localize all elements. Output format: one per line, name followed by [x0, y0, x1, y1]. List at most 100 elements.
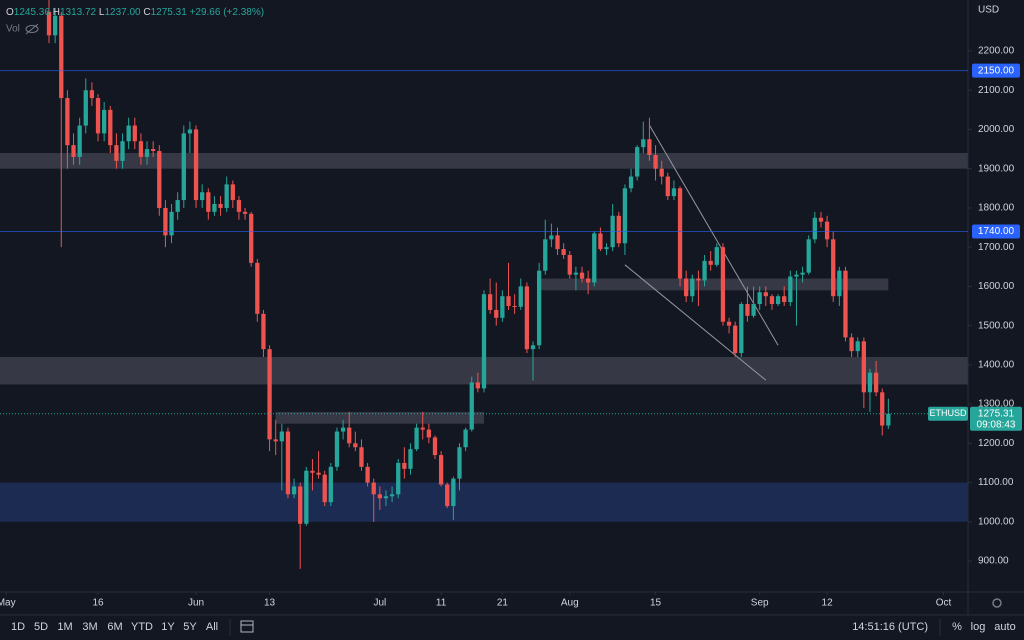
x-tick-label: Sep [751, 598, 769, 609]
candle-body [365, 466, 370, 483]
range-button[interactable]: 3M [82, 621, 97, 633]
candle-body [628, 176, 634, 189]
trendline [624, 264, 767, 381]
trendline [648, 124, 779, 346]
candle-body [371, 482, 376, 495]
settings-icon[interactable] [992, 598, 1002, 608]
candle-body [304, 470, 309, 524]
candle-body [506, 296, 511, 307]
y-tick-label: 2000.00 [978, 124, 1015, 135]
candle-body [65, 98, 70, 146]
candle-body [677, 188, 683, 279]
candle-body [849, 337, 854, 352]
percent-toggle[interactable]: % [952, 621, 962, 633]
range-button[interactable]: 5D [34, 621, 48, 633]
candle-body [837, 270, 842, 297]
candle-body [886, 413, 891, 426]
candle-body [95, 98, 101, 134]
level-label-box [972, 224, 1020, 239]
candle-body [720, 247, 726, 322]
candle-body [745, 304, 750, 316]
candle-body [659, 168, 664, 177]
range-button[interactable]: YTD [131, 621, 153, 633]
range-button[interactable]: 6M [107, 621, 122, 633]
candle-body [224, 184, 229, 208]
candle-body [653, 154, 658, 169]
legend-label: O [6, 7, 14, 18]
x-tick-label: Jun [188, 598, 204, 609]
y-tick-label: 1800.00 [978, 203, 1015, 214]
y-tick-label: 2200.00 [978, 46, 1015, 57]
level-label-box [972, 63, 1020, 78]
candle-body [469, 382, 474, 430]
currency-label[interactable]: USD [978, 5, 999, 16]
candle-body [861, 341, 866, 393]
date-range-icon[interactable] [240, 620, 254, 633]
y-tick-label: 2100.00 [978, 85, 1015, 96]
candle-body [788, 276, 793, 303]
candle-body [267, 349, 272, 440]
candle-body [310, 470, 315, 473]
candle-body [536, 270, 542, 346]
candle-body [169, 211, 174, 236]
candle-body [518, 286, 523, 307]
candle-body [396, 462, 401, 495]
zone [0, 153, 968, 169]
y-tick-label: 1200.00 [978, 438, 1015, 449]
candle-body [457, 447, 462, 479]
candle-body [175, 200, 180, 212]
countdown-label: 09:08:43 [977, 419, 1016, 430]
candle-body [818, 217, 824, 222]
x-tick-label: 16 [92, 598, 104, 609]
range-button[interactable]: 1M [57, 621, 72, 633]
candle-body [726, 321, 732, 326]
auto-toggle[interactable]: auto [994, 621, 1015, 633]
candle-body [347, 427, 352, 444]
y-tick-label: 1600.00 [978, 281, 1015, 292]
candle-body [242, 211, 248, 214]
candle-body [383, 496, 389, 499]
candle-body [463, 429, 468, 448]
hide-volume-icon[interactable] [25, 23, 39, 35]
candle-body [794, 274, 799, 277]
x-tick-label: 13 [264, 598, 276, 609]
candle-body [573, 272, 579, 275]
toolbar: 1D 5D 1M 3M 6M YTD 1Y 5Y All 14:51:16 (UTC)% log au… [11, 621, 1016, 633]
candle-body [708, 260, 713, 265]
candle-body [867, 372, 873, 393]
legend-value: 1313.72 [60, 7, 97, 18]
y-tick-label: 1500.00 [978, 320, 1015, 331]
x-tick-label: Aug [561, 598, 579, 609]
legend-value: 1237.00 [104, 7, 141, 18]
range-button[interactable]: All [206, 621, 218, 633]
log-toggle[interactable]: log [971, 621, 986, 633]
candle-body [200, 192, 205, 201]
range-button[interactable]: 5Y [183, 621, 197, 633]
candle-body [77, 125, 82, 157]
candle-body [334, 431, 340, 467]
candle-body [279, 431, 284, 442]
candle-body [800, 272, 805, 275]
candle-body [402, 462, 407, 469]
candle-body [824, 221, 830, 240]
candle-body [328, 466, 333, 503]
candle-body [108, 109, 113, 146]
candle-body [567, 255, 572, 275]
candle-body [389, 494, 395, 497]
candle-body [298, 486, 303, 524]
candle-body [690, 278, 695, 297]
candle-body [144, 149, 150, 157]
last-price-box [970, 406, 1022, 431]
y-tick-label: 1700.00 [978, 242, 1015, 253]
candle-body [671, 188, 677, 197]
candle-body [635, 147, 640, 177]
candle-body [475, 382, 481, 389]
range-button[interactable]: 1Y [161, 621, 175, 633]
candle-body [561, 249, 566, 256]
candle-body [126, 125, 131, 142]
candle-body [83, 90, 88, 126]
range-button[interactable]: 1D [11, 621, 25, 633]
candle-body [696, 278, 701, 281]
candle-body [494, 309, 499, 318]
candle-body [236, 200, 242, 212]
